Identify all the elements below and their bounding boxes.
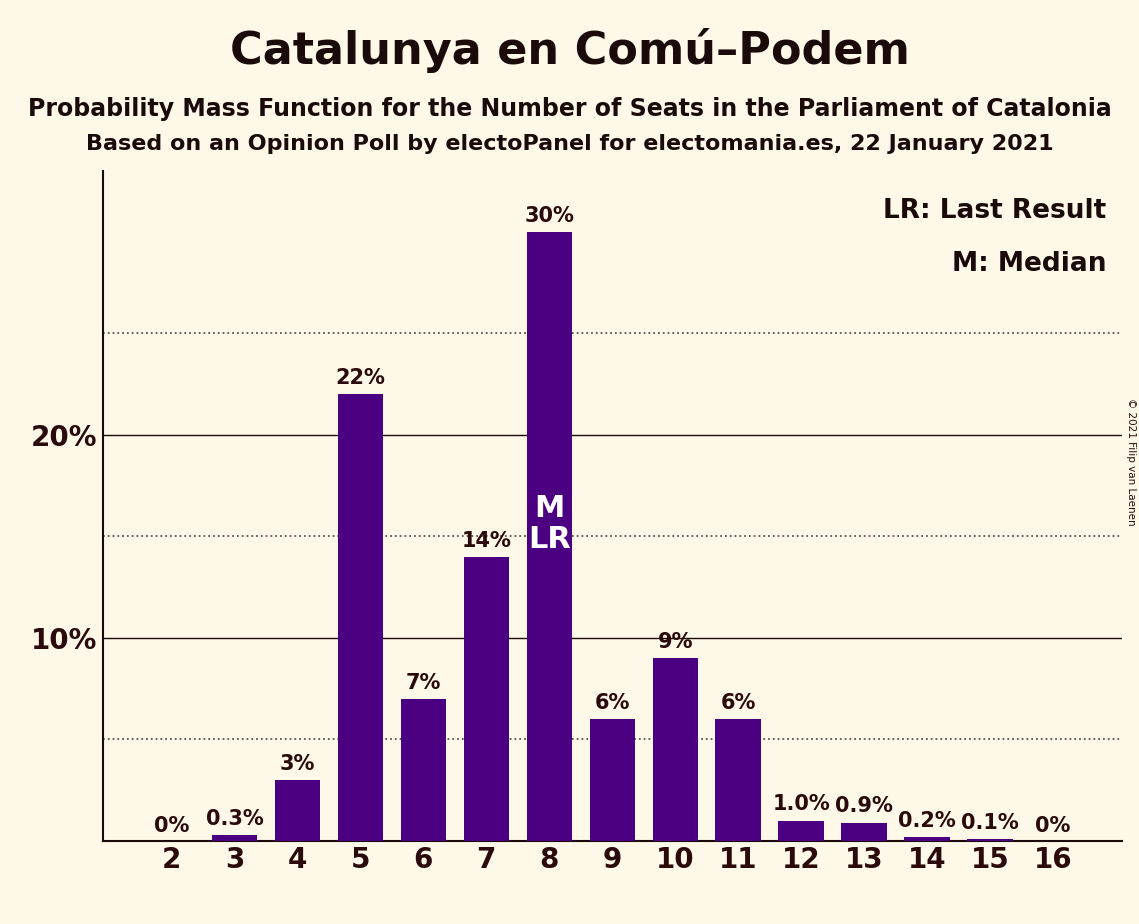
Text: 0%: 0% xyxy=(154,816,189,836)
Text: 0.2%: 0.2% xyxy=(899,810,956,831)
Text: Based on an Opinion Poll by electoPanel for electomania.es, 22 January 2021: Based on an Opinion Poll by electoPanel … xyxy=(85,134,1054,154)
Text: 7%: 7% xyxy=(405,673,441,693)
Bar xyxy=(715,719,761,841)
Text: LR: Last Result: LR: Last Result xyxy=(884,198,1107,224)
Bar xyxy=(590,719,634,841)
Text: 1.0%: 1.0% xyxy=(772,795,830,814)
Bar xyxy=(967,839,1013,841)
Bar xyxy=(904,837,950,841)
Text: M
LR: M LR xyxy=(527,494,571,554)
Bar xyxy=(526,232,572,841)
Text: 0.9%: 0.9% xyxy=(835,796,893,817)
Bar xyxy=(464,556,509,841)
Bar xyxy=(212,834,257,841)
Bar xyxy=(401,699,446,841)
Bar xyxy=(842,822,886,841)
Text: 0%: 0% xyxy=(1035,816,1071,836)
Bar xyxy=(338,395,383,841)
Text: 0.1%: 0.1% xyxy=(961,813,1018,833)
Text: M: Median: M: Median xyxy=(952,251,1107,277)
Text: Probability Mass Function for the Number of Seats in the Parliament of Catalonia: Probability Mass Function for the Number… xyxy=(27,97,1112,121)
Text: 6%: 6% xyxy=(595,693,630,713)
Bar xyxy=(653,658,698,841)
Bar xyxy=(778,821,823,841)
Text: Catalunya en Comú–Podem: Catalunya en Comú–Podem xyxy=(230,28,909,73)
Bar xyxy=(274,780,320,841)
Text: 0.3%: 0.3% xyxy=(206,808,263,829)
Text: 3%: 3% xyxy=(280,754,316,774)
Text: 9%: 9% xyxy=(657,632,693,652)
Text: 6%: 6% xyxy=(721,693,756,713)
Text: 22%: 22% xyxy=(336,368,385,388)
Text: 30%: 30% xyxy=(524,206,574,225)
Text: 14%: 14% xyxy=(461,530,511,551)
Text: © 2021 Filip van Laenen: © 2021 Filip van Laenen xyxy=(1126,398,1136,526)
